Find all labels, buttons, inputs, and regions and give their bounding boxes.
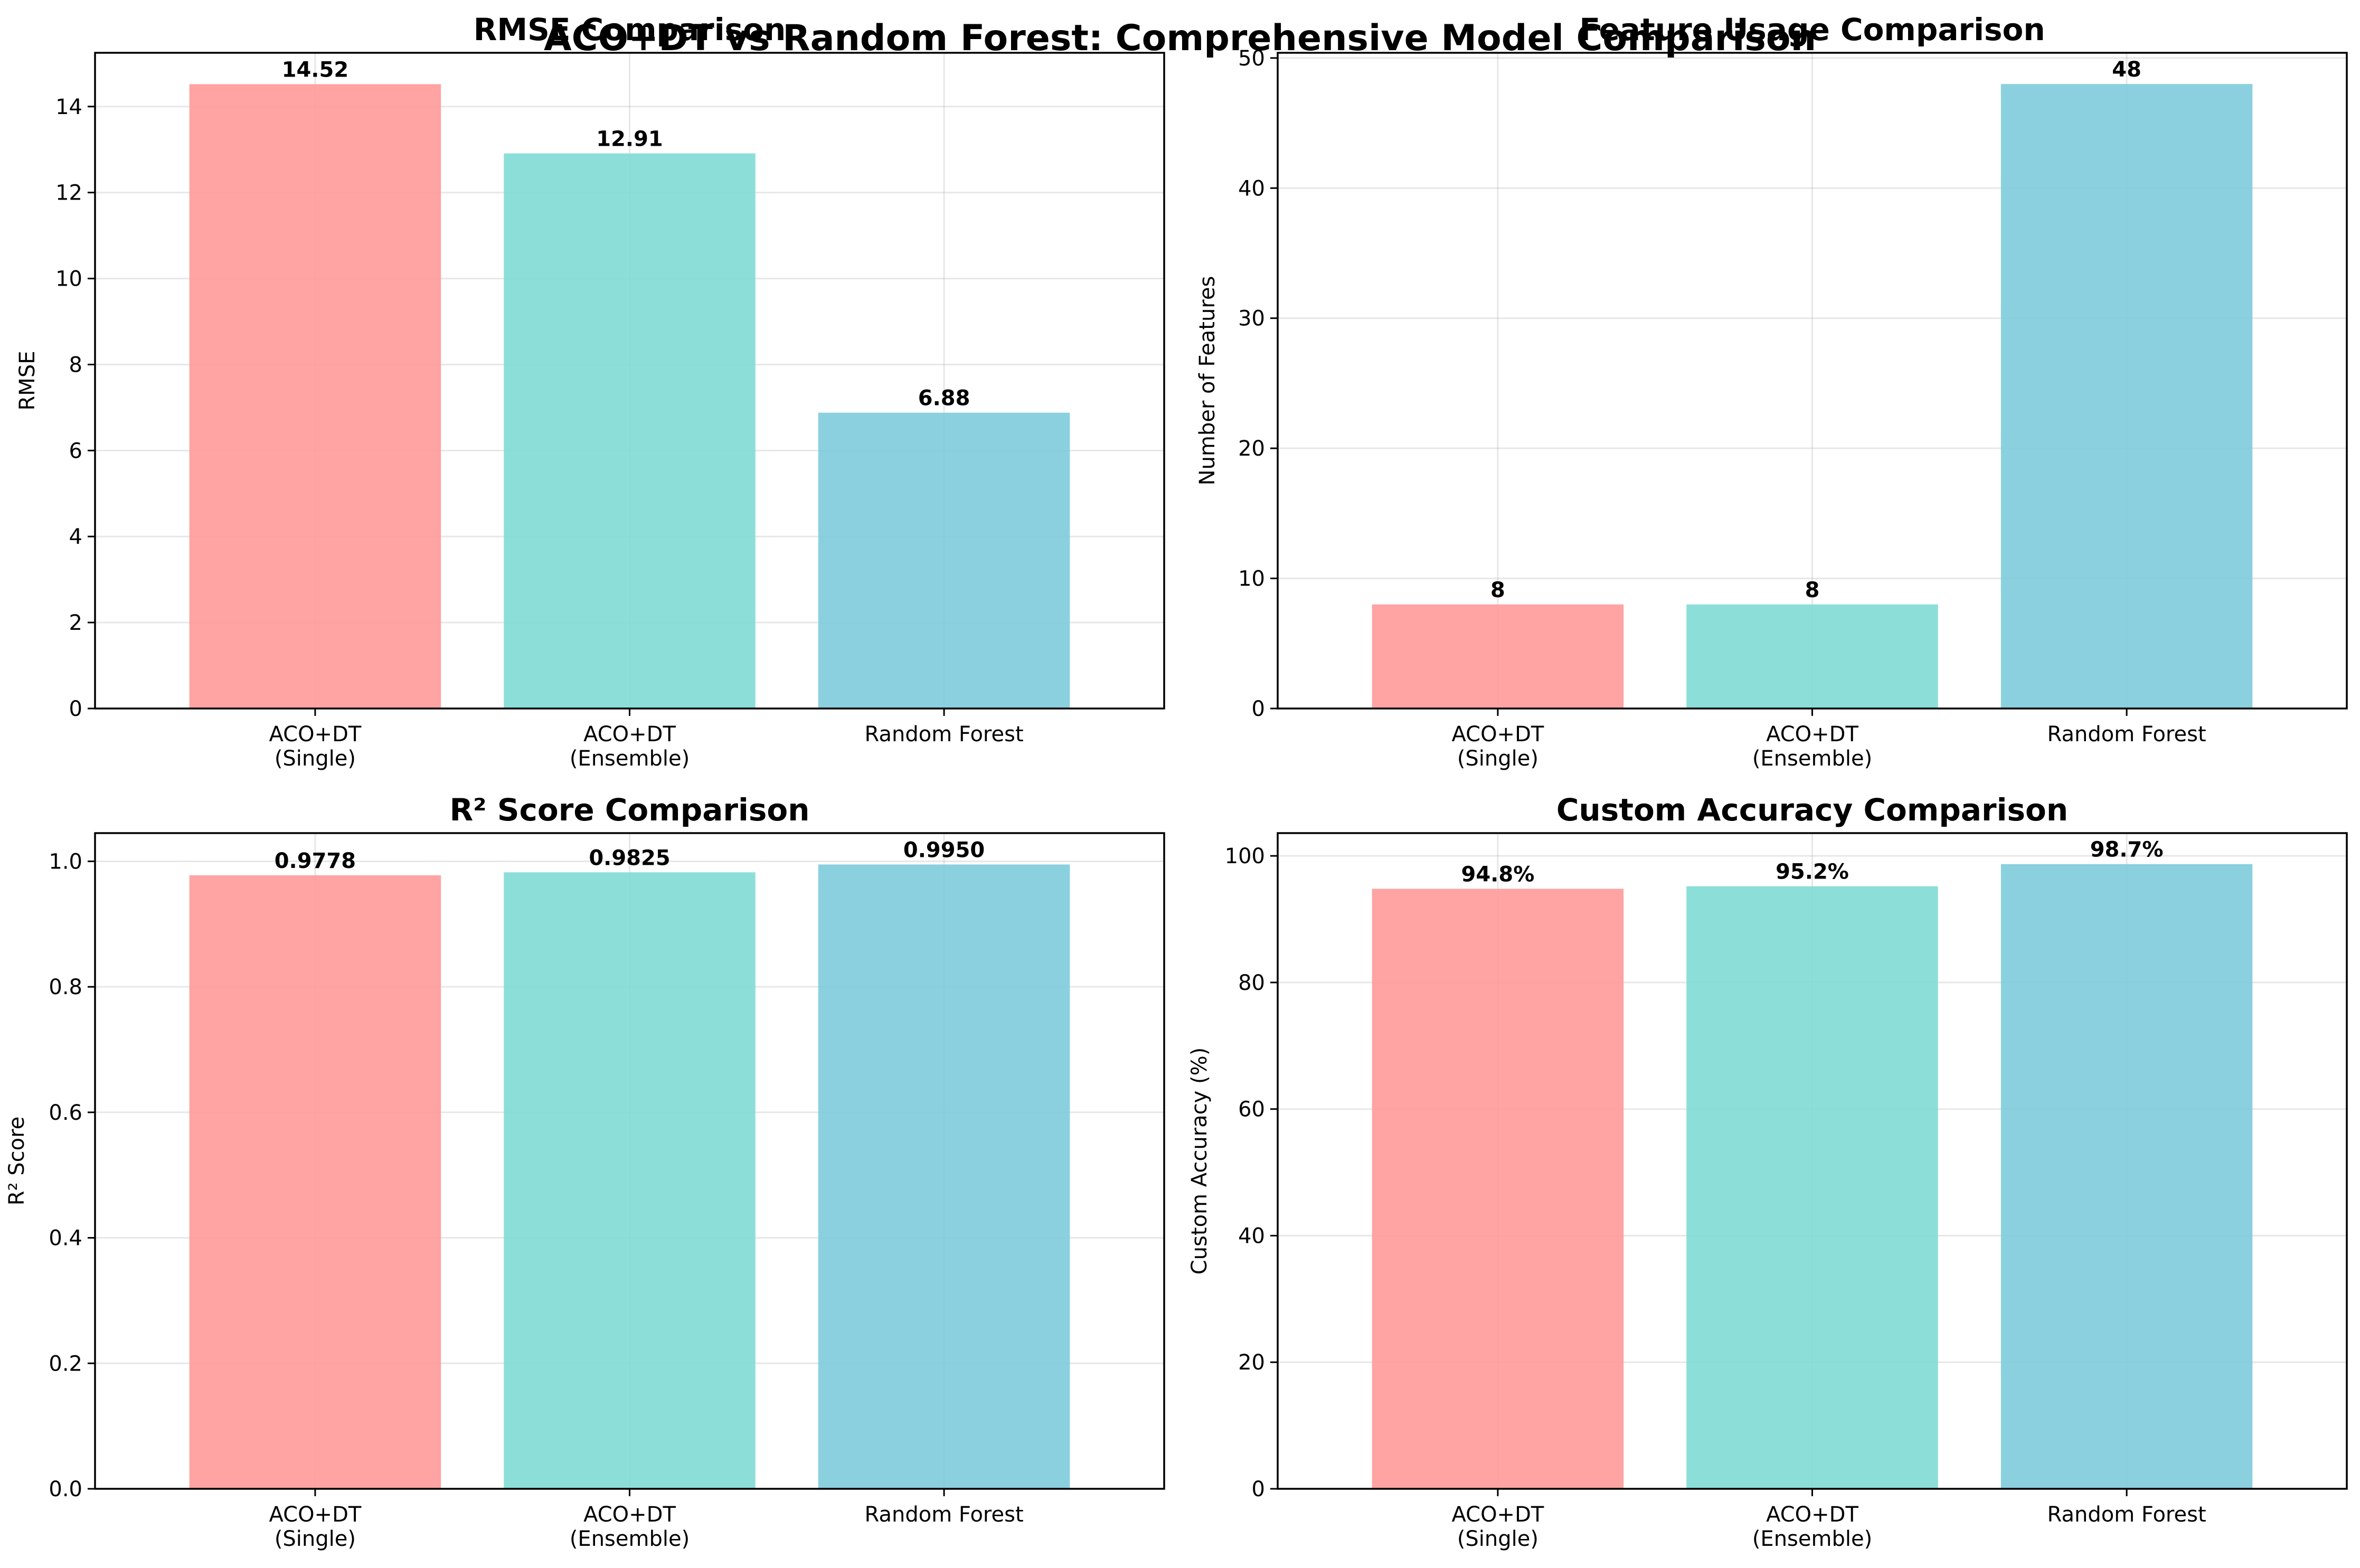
bar-value-label: 98.7% <box>2090 838 2164 862</box>
x-tick-label: ACO+DT (Ensemble) <box>570 722 690 771</box>
y-tick-label: 2 <box>69 611 82 635</box>
bar-value-label: 14.52 <box>282 58 349 82</box>
y-tick-label: 10 <box>55 267 82 291</box>
bar <box>2000 864 2253 1489</box>
x-tick-label: ACO+DT (Single) <box>1451 722 1544 771</box>
y-tick-label: 6 <box>69 439 82 463</box>
y-tick-label: 14 <box>55 95 82 119</box>
x-tick-label: Random Forest <box>2047 1503 2206 1527</box>
y-axis-label: R² Score <box>5 1117 29 1206</box>
y-tick-label: 4 <box>69 525 82 549</box>
bar <box>1372 604 1624 709</box>
subplots: 14.52 12.91 6.88 0 2 4 6 8 10 12 14 ACO+DT (Single) A… <box>5 12 2348 1551</box>
bar-value-label: 0.9825 <box>589 846 670 870</box>
bar-value-label: 12.91 <box>596 127 663 152</box>
subplot-2: 8 8 48 0 10 20 30 40 50 ACO+DT (Single) ACO+DT (Ense… <box>1195 12 2348 771</box>
bar <box>1372 889 1624 1489</box>
subplot-1: 14.52 12.91 6.88 0 2 4 6 8 10 12 14 ACO+DT (Single) A… <box>15 12 1165 771</box>
bar <box>818 412 1070 709</box>
y-tick-label: 40 <box>1238 1224 1265 1248</box>
y-tick-label: 1.0 <box>49 849 82 874</box>
y-tick-label: 80 <box>1238 971 1265 995</box>
y-tick-label: 0 <box>1252 1477 1265 1501</box>
y-tick-label: 0.8 <box>49 975 82 999</box>
y-tick-label: 12 <box>55 181 82 205</box>
bar-value-label: 0.9778 <box>275 849 356 873</box>
subplot-title: R² Score Comparison <box>449 792 809 828</box>
x-tick-label: Random Forest <box>2047 722 2206 747</box>
subplot-title: Custom Accuracy Comparison <box>1556 792 2068 828</box>
subplot-3: 0.9778 0.9825 0.9950 0.0 0.2 0.4 0.6 0.8 1.0 ACO+… <box>5 792 1165 1551</box>
y-tick-label: 50 <box>1238 46 1265 71</box>
bar <box>189 875 441 1489</box>
y-tick-label: 10 <box>1238 567 1265 591</box>
y-tick-label: 0.4 <box>49 1226 82 1251</box>
subplot-4: 94.8% 95.2% 98.7% 0 20 40 60 80 100 ACO+DT (Single… <box>1187 792 2348 1551</box>
bar <box>818 864 1070 1489</box>
bar <box>504 872 756 1489</box>
x-tick-label: ACO+DT (Single) <box>269 1503 361 1551</box>
x-tick-label: Random Forest <box>865 722 1024 747</box>
y-axis-label: RMSE <box>15 351 40 411</box>
bar <box>1686 886 1938 1489</box>
y-tick-label: 100 <box>1225 844 1265 868</box>
y-tick-label: 0.6 <box>49 1101 82 1125</box>
bar <box>2000 84 2253 709</box>
bar-value-label: 8 <box>1805 578 1820 602</box>
subplot-title: Feature Usage Comparison <box>1579 12 2045 48</box>
bar-value-label: 8 <box>1490 578 1505 602</box>
x-tick-label: ACO+DT (Ensemble) <box>1752 722 1872 771</box>
x-tick-label: ACO+DT (Ensemble) <box>570 1503 690 1551</box>
bar-value-label: 95.2% <box>1776 860 1849 884</box>
x-tick-label: ACO+DT (Single) <box>1451 1503 1544 1551</box>
y-axis-label: Number of Features <box>1195 276 1220 486</box>
y-tick-label: 0 <box>69 697 82 721</box>
y-tick-label: 0.2 <box>49 1352 82 1376</box>
subplot-title: RMSE Comparison <box>474 12 786 48</box>
bar-value-label: 0.9950 <box>903 838 985 862</box>
y-tick-label: 30 <box>1238 307 1265 331</box>
y-tick-label: 8 <box>69 353 82 377</box>
bar <box>189 84 441 709</box>
y-tick-label: 20 <box>1238 1350 1265 1375</box>
bar-value-label: 48 <box>2112 58 2141 82</box>
y-axis-label: Custom Accuracy (%) <box>1187 1047 1212 1275</box>
y-tick-label: 60 <box>1238 1098 1265 1122</box>
bar-value-label: 6.88 <box>918 386 970 411</box>
y-tick-label: 0.0 <box>49 1477 82 1501</box>
y-tick-label: 20 <box>1238 437 1265 461</box>
y-tick-label: 40 <box>1238 176 1265 201</box>
x-tick-label: ACO+DT (Ensemble) <box>1752 1503 1872 1551</box>
bar-value-label: 94.8% <box>1461 862 1535 886</box>
bar <box>504 153 756 709</box>
y-tick-label: 0 <box>1252 697 1265 721</box>
x-tick-label: ACO+DT (Single) <box>269 722 361 771</box>
figure-title: ACO+DT vs Random Forest: Comprehensive M… <box>544 17 1816 59</box>
x-tick-label: Random Forest <box>865 1503 1024 1527</box>
bar <box>1686 604 1938 709</box>
